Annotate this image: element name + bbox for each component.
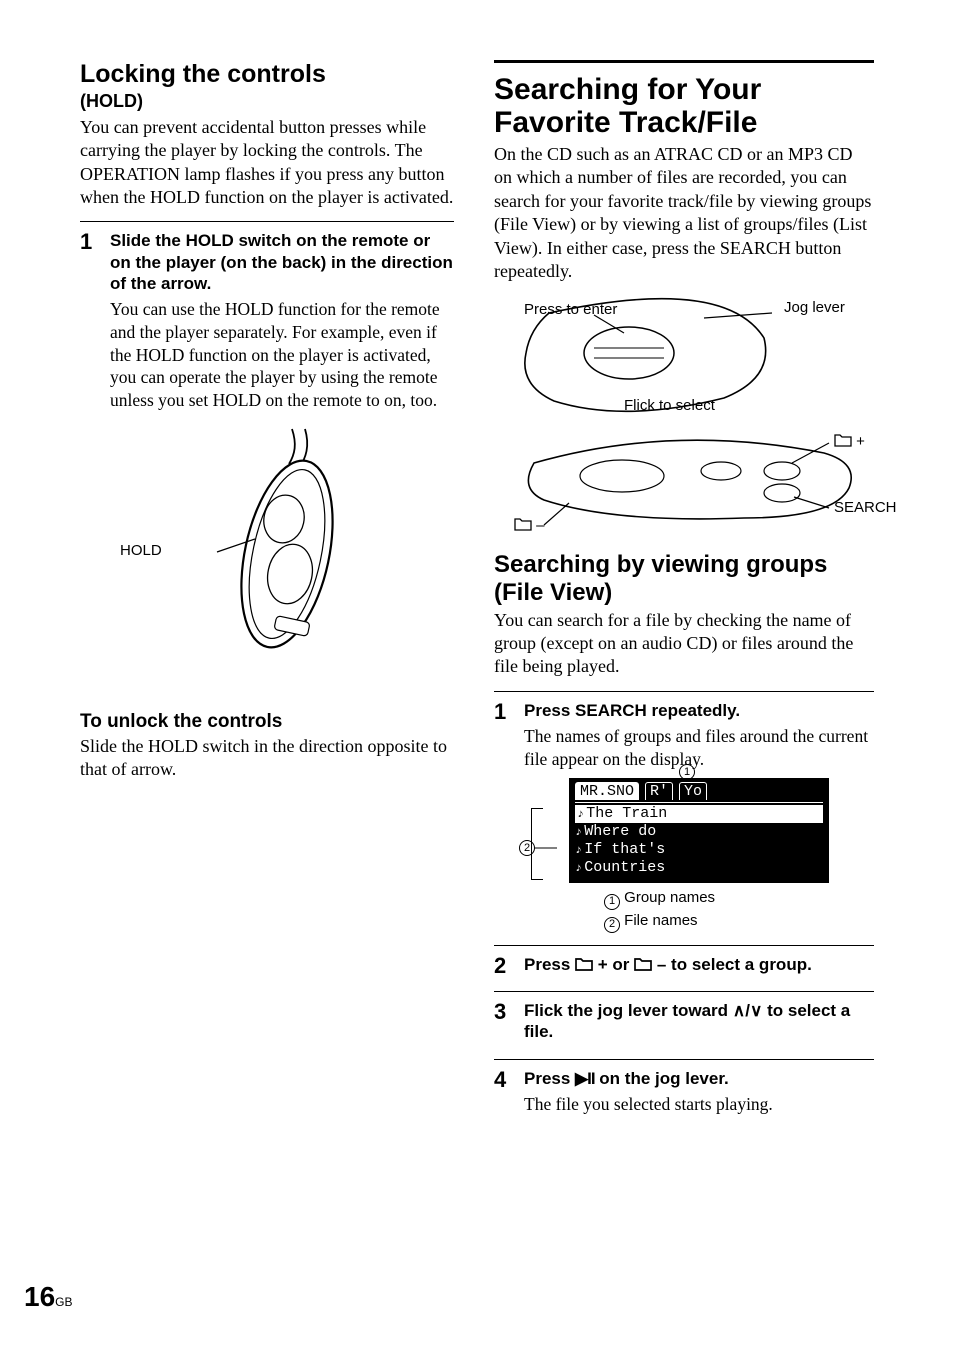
label-flick-select: Flick to select	[624, 397, 715, 414]
circled-1: 1	[604, 894, 620, 910]
play-pause-icon: ▶ΙΙ	[575, 1069, 595, 1088]
step-1-text: The names of groups and files around the…	[524, 725, 874, 771]
display-tab: MR.SNO	[575, 782, 639, 800]
label-search: SEARCH	[834, 499, 897, 516]
step-4: 4 Press ▶ΙΙ on the jog lever. The file y…	[494, 1068, 874, 1116]
separator	[494, 1059, 874, 1060]
left-column: Locking the controls (HOLD) You can prev…	[80, 60, 454, 1116]
sub-heading-file-view: Searching by viewing groups (File View)	[494, 551, 874, 606]
label-jog-lever: Jog lever	[784, 299, 845, 316]
display-item: ♪Where do	[575, 823, 823, 841]
separator	[494, 991, 874, 992]
step-number: 3	[494, 1000, 514, 1047]
step-number: 4	[494, 1068, 514, 1116]
heading-locking: Locking the controls	[80, 60, 454, 89]
remote-figure: HOLD	[80, 424, 454, 689]
step-1-text: You can use the HOLD function for the re…	[110, 298, 454, 412]
heading-searching: Searching for Your Favorite Track/File	[494, 73, 874, 139]
display-item: ♪The Train	[575, 805, 823, 823]
display-tabs: MR.SNO R' Yo	[575, 782, 823, 800]
legend-group-names: Group names	[624, 889, 715, 906]
unlock-heading: To unlock the controls	[80, 711, 454, 733]
separator	[494, 691, 874, 692]
label-folder-plus: +	[834, 433, 865, 450]
search-intro: On the CD such as an ATRAC CD or an MP3 …	[494, 143, 874, 283]
separator	[80, 221, 454, 222]
folder-icon	[834, 434, 852, 447]
top-bar	[494, 60, 874, 63]
step-number: 1	[494, 700, 514, 933]
display-figure: 1 2 MR.SNO R' Yo ♪The Train ♪Where d	[549, 778, 849, 883]
label-press-enter: Press to enter	[524, 301, 617, 318]
remote-svg	[147, 424, 387, 684]
right-column: Searching for Your Favorite Track/File O…	[494, 60, 874, 1116]
step-3: 3 Flick the jog lever toward ∧/∨ to sele…	[494, 1000, 874, 1047]
display-tab: R'	[645, 782, 673, 800]
step-number: 2	[494, 954, 514, 979]
step-1: 1 Slide the HOLD switch on the remote or…	[80, 230, 454, 412]
unlock-text: Slide the HOLD switch in the direction o…	[80, 735, 454, 782]
step-2: 2 Press + or – to select a group.	[494, 954, 874, 979]
folder-icon	[514, 518, 532, 531]
display-list: ♪The Train ♪Where do ♪If that's ♪Countri…	[575, 802, 823, 877]
step-1-search: 1 Press SEARCH repeatedly. The names of …	[494, 700, 874, 933]
step-2-title: Press + or – to select a group.	[524, 954, 874, 975]
legend-file-names: File names	[624, 912, 697, 929]
step-1-title: Press SEARCH repeatedly.	[524, 700, 874, 721]
step-1-title: Slide the HOLD switch on the remote or o…	[110, 230, 454, 294]
folder-icon	[575, 958, 593, 971]
page-number: 16GB	[24, 1281, 73, 1313]
label-folder-minus: –	[514, 517, 545, 534]
display-item: ♪Countries	[575, 859, 823, 877]
display-item: ♪If that's	[575, 841, 823, 859]
intro-text: You can prevent accidental button presse…	[80, 116, 454, 210]
hold-label: HOLD	[120, 542, 162, 559]
lcd-display: MR.SNO R' Yo ♪The Train ♪Where do ♪If th…	[569, 778, 829, 883]
separator	[494, 945, 874, 946]
jog-diagram: Press to enter Jog lever Flick to select…	[494, 293, 874, 533]
step-3-title: Flick the jog lever toward ∧/∨ to select…	[524, 1000, 874, 1043]
folder-icon	[634, 958, 652, 971]
step-number: 1	[80, 230, 100, 412]
circled-2: 2	[604, 917, 620, 933]
step-4-title: Press ▶ΙΙ on the jog lever.	[524, 1068, 874, 1089]
display-tab: Yo	[679, 782, 707, 800]
display-legend: 1 Group names 2 File names	[604, 887, 874, 932]
heading-hold-sub: (HOLD)	[80, 91, 454, 112]
step-4-text: The file you selected starts playing.	[524, 1093, 874, 1116]
sub-text: You can search for a file by checking th…	[494, 609, 874, 679]
